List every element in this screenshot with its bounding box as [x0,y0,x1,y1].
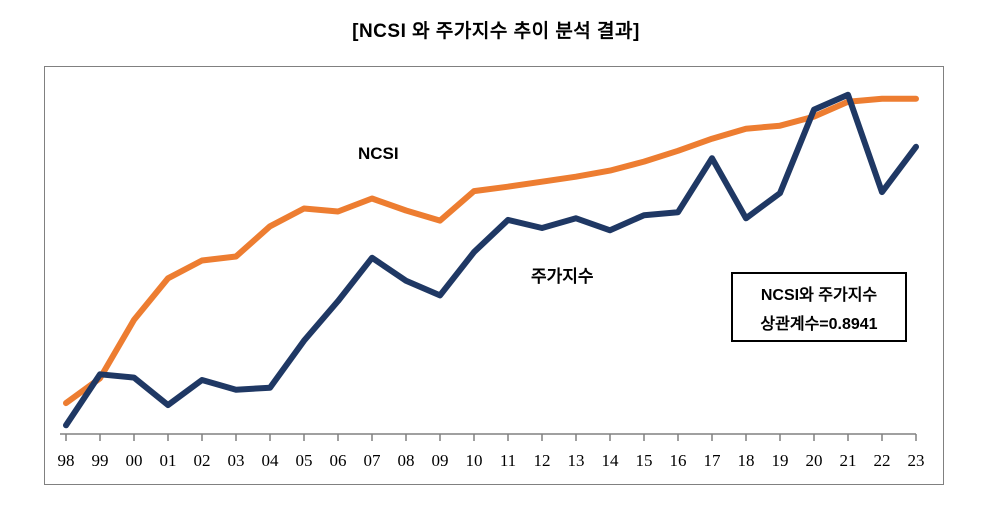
x-tick-label: 98 [57,451,75,470]
x-tick-label: 14 [601,451,619,470]
x-tick-label: 10 [465,451,483,470]
annotation-line-2: 상관계수=0.8941 [760,315,878,333]
series-label-ncsi: NCSI [358,144,399,163]
x-tick-label: 08 [397,451,415,470]
x-tick-label: 19 [771,451,789,470]
x-tick-label: 03 [227,451,245,470]
x-tick-label: 22 [873,451,891,470]
x-tick-label: 13 [567,451,585,470]
x-tick-label: 05 [295,451,313,470]
x-tick-label: 15 [635,451,653,470]
series-label-kospi: 주가지수 [531,267,594,286]
x-tick-label: 17 [703,451,721,470]
x-tick-label: 09 [431,451,449,470]
x-tick-label: 01 [159,451,177,470]
correlation-annotation-box: NCSI와 주가지수 상관계수=0.8941 [731,272,907,342]
x-tick-label: 12 [533,451,551,470]
x-tick-label: 21 [839,451,857,470]
page-title: [NCSI 와 주가지수 추이 분석 결과] [352,21,640,42]
x-tick-label: 02 [193,451,211,470]
x-tick-label: 07 [363,451,381,470]
annotation-line-1: NCSI와 주가지수 [760,286,878,304]
x-tick-label: 00 [125,451,143,470]
x-tick-label: 16 [669,451,687,470]
x-tick-label: 06 [329,451,347,470]
x-tick-label: 04 [261,451,279,470]
x-tick-label: 23 [907,451,925,470]
x-tick-label: 11 [499,451,517,470]
x-tick-label: 18 [737,451,755,470]
x-tick-label: 99 [91,451,109,470]
x-tick-label: 20 [805,451,823,470]
